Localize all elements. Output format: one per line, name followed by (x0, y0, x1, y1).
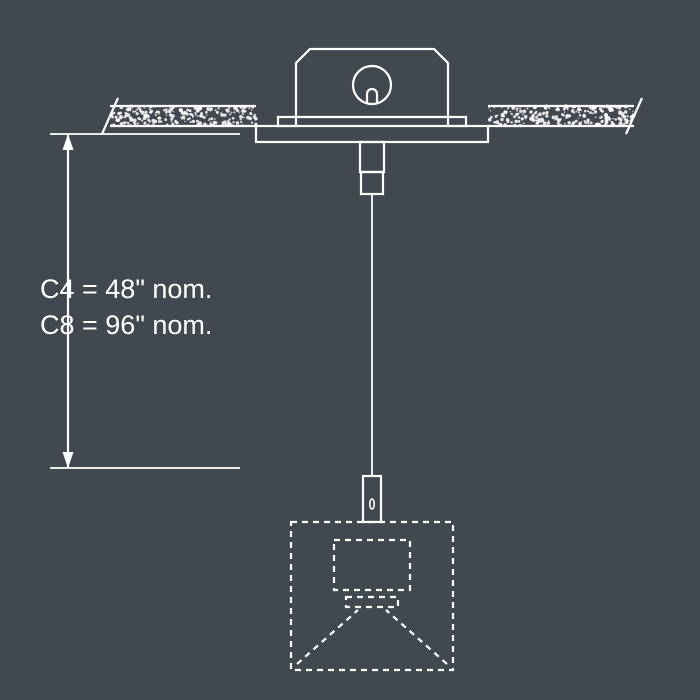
dim-label-c4: C4 = 48" nom. (40, 274, 212, 304)
dim-label-c8: C8 = 96" nom. (40, 310, 212, 340)
pendant-drawing: C4 = 48" nom. C8 = 96" nom. (0, 0, 700, 700)
